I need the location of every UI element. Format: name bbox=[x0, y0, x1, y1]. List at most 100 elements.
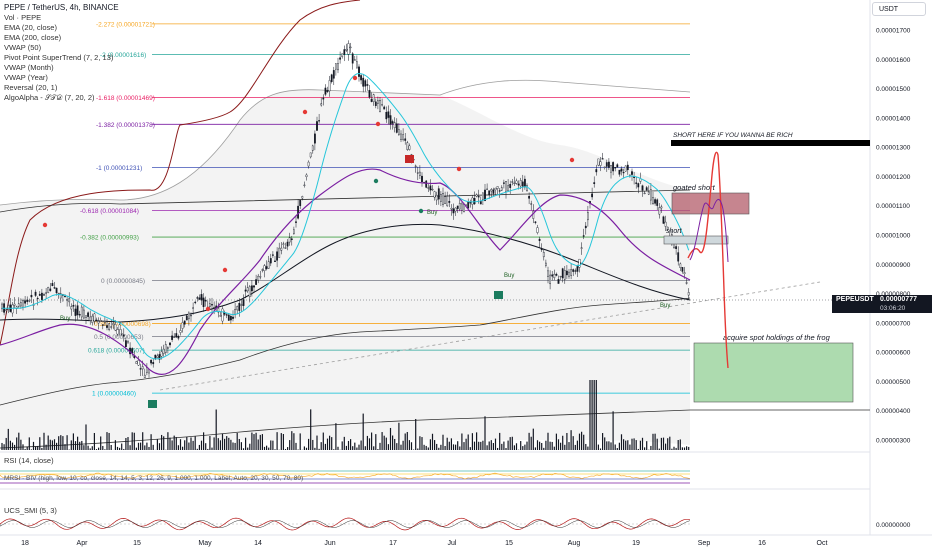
indicator-legend-item[interactable]: AlgoAlpha - 𝒮𝒯𝒟 (7, 20, 2) bbox=[4, 93, 95, 102]
fib-level-label: -2.272 (0.00001721) bbox=[96, 21, 155, 28]
projected-path-red[interactable] bbox=[687, 151, 729, 369]
time-tick-label: May bbox=[198, 540, 212, 547]
candle-body bbox=[370, 98, 373, 102]
candle-body bbox=[471, 197, 474, 205]
candle-body bbox=[637, 183, 640, 188]
fib-level-label: -2 (0.00001616) bbox=[100, 52, 146, 59]
time-tick-label: Oct bbox=[817, 540, 828, 547]
indicator-legend-item[interactable]: VWAP (Year) bbox=[4, 73, 48, 82]
chart-title[interactable]: PEPE / TetherUS, 4h, BINANCE bbox=[4, 3, 119, 12]
acquire-box[interactable] bbox=[693, 342, 854, 403]
candle-body bbox=[36, 297, 39, 300]
candle-body bbox=[337, 63, 339, 71]
mrsi-label[interactable]: MRSI · BIV (high, low, 10, co, close, 14… bbox=[4, 475, 304, 482]
volume-bar bbox=[49, 439, 51, 450]
vwap-band bbox=[0, 89, 690, 445]
volume-bar bbox=[62, 436, 64, 450]
volume-bar bbox=[568, 442, 570, 450]
volume-bar bbox=[604, 437, 606, 450]
candle-body bbox=[49, 288, 52, 291]
candle-body bbox=[400, 133, 402, 140]
indicator-legend-item[interactable]: VWAP (Month) bbox=[4, 63, 54, 72]
candle-body bbox=[194, 301, 197, 304]
price-tick-label: 0.00000600 bbox=[876, 350, 911, 357]
rsi-pane[interactable] bbox=[0, 470, 691, 484]
candle-body bbox=[57, 292, 60, 295]
price-tick-label: 0.00000700 bbox=[876, 320, 911, 327]
candle-body bbox=[145, 367, 148, 373]
candle-body bbox=[519, 180, 522, 187]
buy-tag: Buy bbox=[504, 273, 514, 279]
candle-body bbox=[143, 374, 146, 378]
volume-bar bbox=[121, 443, 123, 450]
ema-200 bbox=[0, 223, 691, 323]
volume-bar bbox=[146, 442, 148, 450]
currency-button[interactable]: USDT bbox=[872, 2, 926, 16]
volume-bar bbox=[60, 435, 62, 450]
volume-bar bbox=[129, 445, 131, 450]
candle-body bbox=[38, 293, 41, 296]
volume-bar bbox=[526, 441, 528, 450]
candle-body bbox=[171, 335, 173, 340]
candle-body bbox=[454, 207, 457, 212]
volume-bar bbox=[560, 442, 562, 450]
candle-body bbox=[503, 182, 505, 184]
candle-body bbox=[108, 323, 111, 331]
volume-bar bbox=[337, 446, 339, 450]
indicator-legend-item[interactable]: VWAP (50) bbox=[4, 43, 42, 52]
ucs-label[interactable]: UCS_SMI (5, 3) bbox=[4, 506, 57, 515]
time-tick-label: Apr bbox=[77, 540, 89, 547]
candle-body bbox=[93, 313, 96, 322]
supertrend-sell-square bbox=[405, 155, 414, 163]
volume-bar bbox=[665, 443, 667, 450]
time-tick-label: 15 bbox=[505, 540, 513, 547]
ucs-smi-pane[interactable] bbox=[0, 517, 691, 531]
volume-bar bbox=[127, 437, 129, 450]
candle-body bbox=[215, 305, 218, 308]
volume-bar bbox=[245, 437, 247, 450]
volume-bar bbox=[297, 449, 299, 450]
projected-path-purple[interactable] bbox=[689, 198, 729, 263]
volume-bar bbox=[148, 446, 150, 450]
time-tick-label: Aug bbox=[568, 540, 581, 547]
volume-bar bbox=[362, 413, 364, 450]
candle-body bbox=[654, 199, 657, 204]
candle-body bbox=[486, 188, 488, 190]
candle-body bbox=[364, 80, 367, 87]
price-tick-label: 0.00001400 bbox=[876, 115, 911, 122]
indicator-legend-item[interactable]: Vol · PEPE bbox=[4, 13, 42, 22]
candle-body bbox=[448, 201, 451, 203]
candle-body bbox=[303, 184, 306, 186]
volume-bar bbox=[686, 446, 688, 450]
candle-body bbox=[664, 221, 667, 227]
price-candles[interactable] bbox=[1, 40, 690, 378]
volume-bar bbox=[1, 442, 3, 450]
time-axis[interactable]: 18 Apr 15 May 14 Jun 17 Jul 15 Aug 19 Sep 16 Oct bbox=[21, 540, 827, 547]
indicator-legend-item[interactable]: Reversal (20, 1) bbox=[4, 83, 58, 92]
indicator-legend-item[interactable]: EMA (200, close) bbox=[4, 33, 62, 42]
candle-body bbox=[160, 351, 163, 357]
volume-bar bbox=[274, 449, 276, 450]
volume-bar bbox=[623, 439, 625, 450]
candle-body bbox=[584, 225, 587, 229]
volume-bar bbox=[207, 448, 209, 450]
volume-bar bbox=[137, 442, 140, 450]
candle-body bbox=[91, 315, 94, 323]
volume-bar bbox=[662, 437, 665, 450]
vwap-year-lower bbox=[0, 297, 691, 406]
candle-body bbox=[660, 206, 663, 209]
price-axis[interactable]: 0.00001700 0.00001600 0.00001500 0.00001400… bbox=[876, 28, 911, 445]
indicator-legend-item[interactable]: Pivot Point SuperTrend (7, 2, 13) bbox=[4, 53, 114, 62]
volume-bar bbox=[425, 445, 427, 450]
price-tick-label: 0.00000300 bbox=[876, 438, 911, 445]
candle-body bbox=[484, 189, 486, 202]
candle-body bbox=[248, 286, 251, 298]
volume-bar bbox=[377, 449, 379, 450]
volume-bar bbox=[444, 445, 446, 450]
rsi-label[interactable]: RSI (14, close) bbox=[4, 456, 54, 465]
rich-banner[interactable] bbox=[671, 140, 870, 146]
candle-body bbox=[479, 201, 482, 205]
indicator-legend-item[interactable]: EMA (20, close) bbox=[4, 23, 57, 32]
candle-body bbox=[196, 297, 199, 299]
